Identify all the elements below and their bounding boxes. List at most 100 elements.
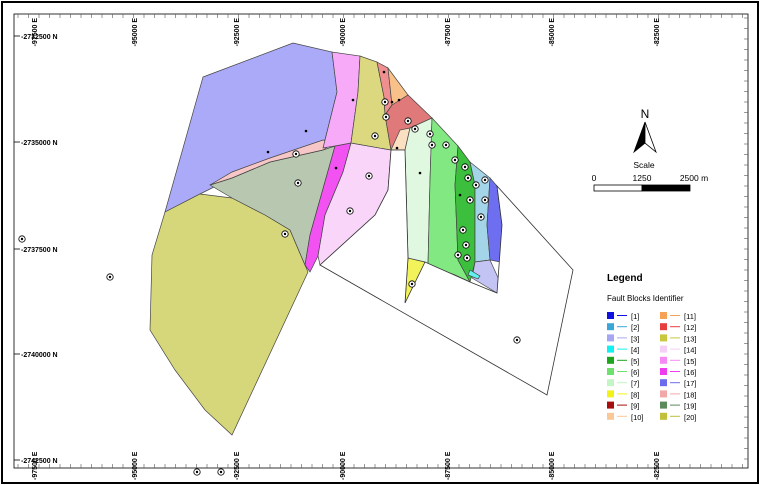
well-dot-icon[interactable] <box>351 98 355 102</box>
legend-item: [18] <box>660 390 697 399</box>
legend-swatch <box>607 356 614 364</box>
well-dot-icon[interactable] <box>458 193 462 197</box>
legend-item: [2] <box>607 323 639 332</box>
scale-bar-black <box>641 184 691 192</box>
well-dot-icon[interactable] <box>304 129 308 133</box>
legend-label: [7] <box>631 379 639 388</box>
scale-bar-white <box>593 184 643 192</box>
well-icon-center <box>406 119 410 123</box>
well-icon-center <box>348 209 352 213</box>
scale-label-2500: 2500 m <box>680 173 708 183</box>
legend-label: [5] <box>631 357 639 366</box>
legend-label: [12] <box>684 323 697 332</box>
wells <box>18 70 521 476</box>
well-dot-icon[interactable] <box>334 166 338 170</box>
x-tick-label: -90000 E <box>340 18 347 47</box>
well-icon-center <box>195 470 199 474</box>
well-icon-center <box>464 243 468 247</box>
well-icon-center <box>453 158 457 162</box>
legend-swatch <box>660 345 667 353</box>
well-dot-icon[interactable] <box>266 150 270 154</box>
well-icon-center <box>384 115 388 119</box>
x-tick-label-bottom: -95000 E <box>132 451 139 480</box>
legend-label: [4] <box>631 346 639 355</box>
well-icon-center <box>456 253 460 257</box>
legend-item: [20] <box>660 412 697 422</box>
fault-blocks <box>149 42 503 436</box>
y-tick-label: -2737500 N <box>21 247 58 254</box>
edge-ticks <box>17 14 748 468</box>
well-icon-center <box>294 152 298 156</box>
north-arrow-icon-right <box>644 121 657 154</box>
legend-swatch <box>607 379 614 387</box>
legend-item: [11] <box>660 312 696 321</box>
legend-item: [15] <box>660 356 697 366</box>
legend-title: Legend <box>607 273 643 284</box>
legend: Legend Fault Blocks Identifier [1] [2] [3]… <box>607 273 697 422</box>
legend-label: [17] <box>684 379 697 388</box>
x-tick-label: -87500 E <box>445 18 452 47</box>
legend-swatch <box>607 312 614 319</box>
north-arrow-icon <box>633 121 646 154</box>
well-icon-center <box>296 181 300 185</box>
x-tick-label: -97500 E <box>32 18 39 47</box>
legend-label: [10] <box>631 413 644 422</box>
legend-label: [16] <box>684 368 697 377</box>
well-icon-center <box>367 174 371 178</box>
well-icon-center <box>428 132 432 136</box>
legend-swatch <box>660 334 667 342</box>
well-icon-center <box>461 228 465 232</box>
legend-items: [1] [2] [3] [4] [5] [6] [7] [8] [9] [10] [11] [12] [… <box>607 312 697 422</box>
well-icon-center <box>373 134 377 138</box>
well-icon-center <box>444 143 448 147</box>
north-arrow-label: N <box>641 107 650 121</box>
legend-label: [19] <box>684 402 697 411</box>
legend-item: [5] <box>607 356 639 366</box>
legend-swatch <box>660 390 667 398</box>
legend-label: [20] <box>684 413 697 422</box>
legend-swatch <box>660 379 667 387</box>
north-arrow: N <box>633 107 657 154</box>
legend-item: [8] <box>607 390 639 399</box>
scale-title: Scale <box>633 160 655 170</box>
legend-label: [11] <box>684 312 696 321</box>
scale-bar: Scale 0 1250 2500 m <box>592 160 708 192</box>
legend-swatch <box>607 401 614 409</box>
well-dot-icon[interactable] <box>418 171 422 175</box>
legend-item: [16] <box>660 368 697 377</box>
fault-block-20[interactable] <box>149 193 309 436</box>
legend-swatch <box>607 412 614 420</box>
well-icon-center <box>474 183 478 187</box>
legend-item: [17] <box>660 379 697 388</box>
legend-label: [1] <box>631 312 639 321</box>
fault-block-7[interactable] <box>404 117 433 266</box>
y-tick-label: -2742500 N <box>21 458 58 465</box>
legend-swatch <box>607 345 614 353</box>
well-icon-center <box>219 470 223 474</box>
well-icon-center <box>108 275 112 279</box>
x-tick-label: -95000 E <box>132 18 139 47</box>
well-icon-center <box>483 178 487 182</box>
legend-swatch <box>607 323 614 331</box>
well-dot-icon[interactable] <box>390 100 394 104</box>
x-tick-label: -92500 E <box>234 18 241 47</box>
legend-item: [1] <box>607 312 639 321</box>
well-dot-icon[interactable] <box>395 146 399 150</box>
x-tick-label-bottom: -97500 E <box>32 451 39 480</box>
x-tick-label-bottom: -92500 E <box>234 451 241 480</box>
well-dot-icon[interactable] <box>382 70 386 74</box>
well-dot-icon[interactable] <box>397 98 401 102</box>
legend-swatch <box>660 401 667 409</box>
well-icon-center <box>465 256 469 260</box>
legend-swatch <box>607 368 614 375</box>
legend-label: [9] <box>631 402 639 411</box>
legend-swatch <box>607 334 614 342</box>
fault-block-4[interactable] <box>467 269 481 280</box>
well-icon-center <box>283 232 287 236</box>
legend-label: [13] <box>684 334 697 343</box>
x-tick-label-bottom: -90000 E <box>340 451 347 480</box>
legend-label: [2] <box>631 323 639 332</box>
legend-subtitle: Fault Blocks Identifier <box>607 294 684 303</box>
